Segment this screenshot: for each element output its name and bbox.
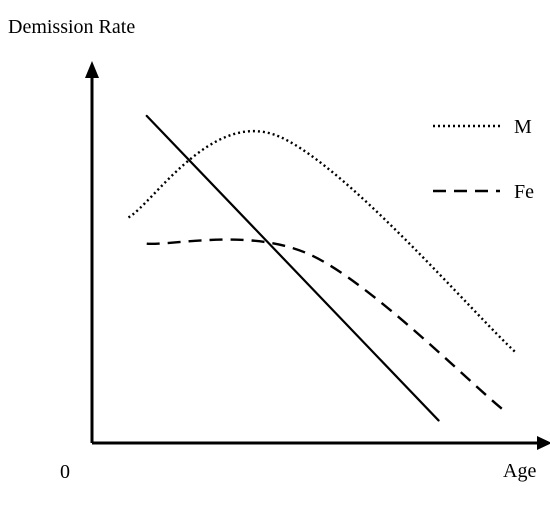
series-line-m [127, 130, 517, 354]
legend-label-fe: Fe [514, 181, 534, 203]
legend-label-m: M [514, 116, 532, 138]
x-axis-label: Age [503, 460, 536, 482]
y-axis-arrow [85, 61, 99, 78]
axes [85, 61, 550, 450]
origin-label: 0 [60, 461, 70, 483]
legend: M Fe [433, 116, 534, 203]
series-layer [127, 114, 517, 422]
x-axis-arrow [537, 436, 550, 450]
series-line-fe [146, 238, 504, 411]
y-axis-label: Demission Rate [8, 16, 135, 38]
series-line-solid [145, 114, 440, 422]
